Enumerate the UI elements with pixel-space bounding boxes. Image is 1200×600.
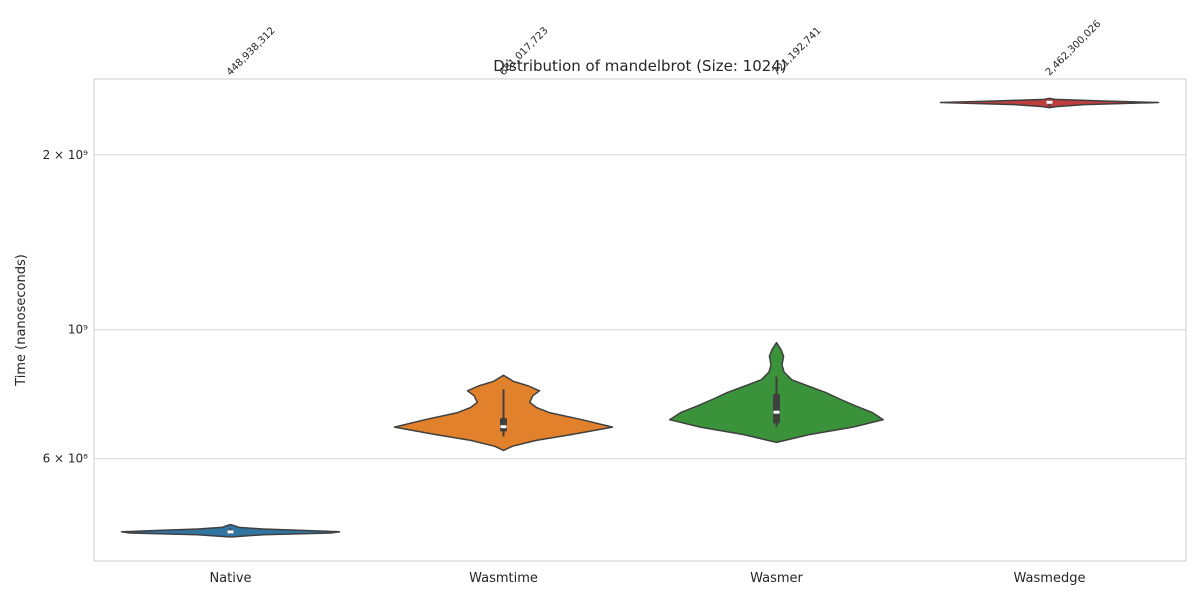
median-marker-wasmer: [773, 410, 780, 414]
violins: [120, 97, 1160, 538]
chart-title: Distribution of mandelbrot (Size: 1024): [493, 57, 786, 75]
median-label-native: 448,938,312: [225, 25, 278, 78]
y-axis-label: Time (nanoseconds): [14, 254, 29, 387]
median-label-wasmedge: 2,462,300,026: [1044, 19, 1104, 79]
y-tick-labels: 6 × 10⁸ 10⁹ 2 × 10⁹: [43, 148, 89, 466]
median-marker-native: [227, 530, 234, 534]
iqr-box-wasmer: [773, 394, 780, 424]
median-marker-wasmtime: [500, 425, 507, 429]
y-tick-label: 10⁹: [68, 323, 88, 337]
x-tick-label-wasmer: Wasmer: [750, 571, 803, 586]
x-tick-label-wasmedge: Wasmedge: [1014, 571, 1086, 586]
plot-frame: [93, 78, 1187, 562]
grid-lines: [94, 154, 1186, 460]
y-tick-label: 6 × 10⁸: [43, 452, 89, 466]
median-marker-wasmedge: [1046, 100, 1053, 104]
x-tick-labels: Native Wasmtime Wasmer Wasmedge: [209, 571, 1085, 586]
x-tick-label-wasmtime: Wasmtime: [469, 571, 538, 586]
iqr-box-wasmtime: [500, 417, 507, 432]
x-tick-label-native: Native: [209, 571, 251, 586]
y-tick-label: 2 × 10⁹: [43, 148, 89, 162]
